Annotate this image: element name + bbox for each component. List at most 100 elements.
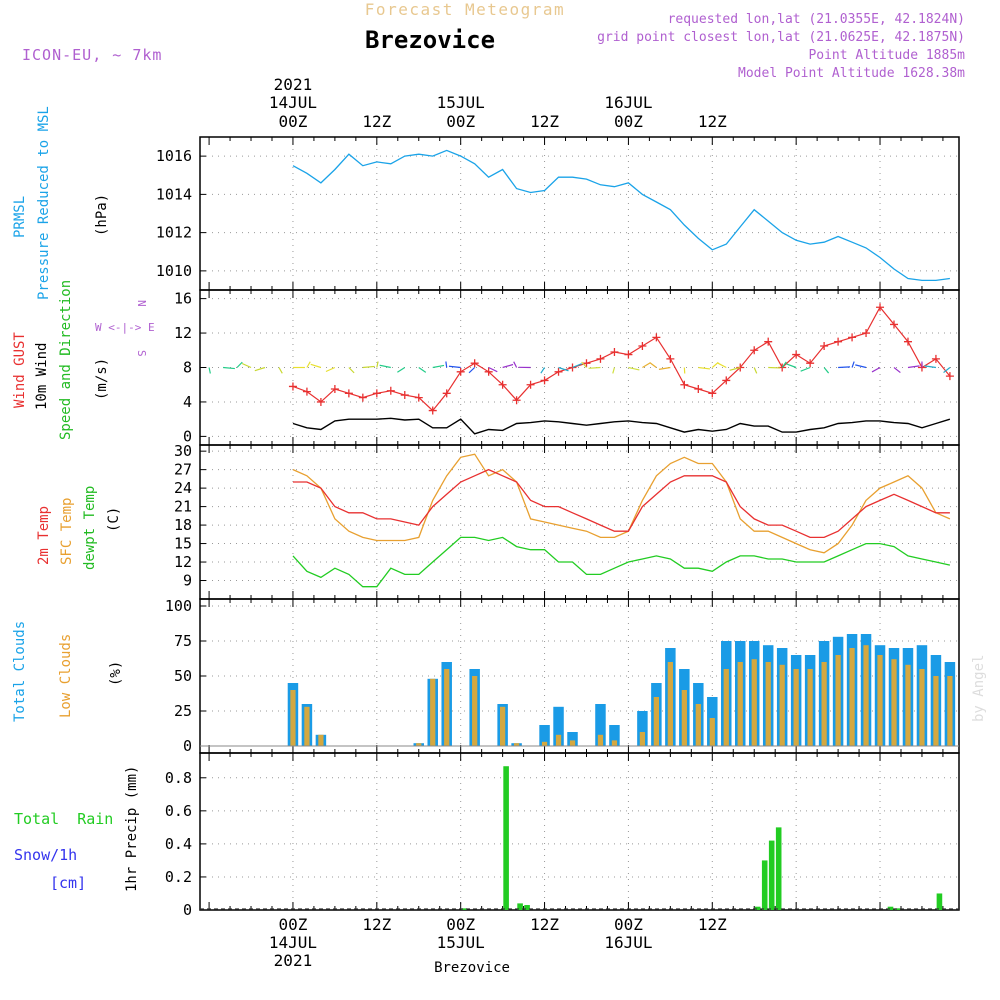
panel2-labels: Wind GUST 10m Wind Speed and Direction (… [12, 280, 155, 440]
gust-marker [694, 385, 703, 394]
y-tick-label: 0.2 [165, 868, 192, 886]
wind-direction-arrow [893, 367, 901, 374]
rain-bar [936, 893, 943, 910]
y-tick-label: 0 [183, 901, 192, 919]
low-cloud-bar [290, 690, 296, 746]
wind-direction-arrow [488, 366, 498, 373]
gust-marker [316, 397, 325, 406]
low-cloud-bar [737, 662, 743, 746]
pressure-line [292, 149, 950, 282]
y-tick-label: 27 [174, 461, 192, 479]
low-cloud-bar [597, 734, 604, 746]
y-tick-label: 1016 [156, 147, 192, 165]
wind-direction-arrow [907, 365, 920, 369]
prmsl-desc-label: Pressure Reduced to MSL [36, 106, 52, 300]
low-cloud-bar [723, 669, 729, 746]
gust-marker [428, 406, 437, 415]
y-tick-label: 16 [174, 290, 192, 308]
low-cloud-bar [765, 662, 771, 746]
gust-marker [652, 333, 661, 342]
low-cloud-bar [835, 655, 841, 746]
rain-bar [894, 908, 901, 910]
wind-direction-arrow [348, 367, 355, 374]
wind-direction-arrow [379, 364, 391, 369]
wind-direction-arrow [649, 362, 657, 368]
gust-marker [722, 376, 731, 385]
top-time-label: 16JUL [604, 93, 652, 112]
gust-marker [931, 354, 940, 363]
gust-label: Wind GUST [12, 332, 28, 408]
low-cloud-bar [919, 669, 925, 746]
bottom-time-label: 14JUL [269, 933, 317, 952]
total-cloud-bar [609, 725, 620, 746]
low-cloud-bar [849, 648, 855, 746]
gust-marker [792, 350, 801, 359]
meteogram-subtitle: Forecast Meteogram [365, 0, 565, 19]
rain-label: Total Rain [14, 810, 113, 828]
y-tick-label: 8 [183, 359, 192, 377]
wind-direction-arrow [924, 365, 937, 369]
bottom-time-label: 00Z [614, 915, 643, 934]
low-cloud-bar [416, 743, 422, 746]
gust-marker [470, 359, 479, 368]
y-tick-label: 15 [174, 535, 192, 553]
gust-marker [302, 387, 311, 396]
wind-direction-arrow [588, 366, 601, 369]
y-tick-label: 25 [174, 702, 192, 720]
low-cloud-bar [500, 706, 506, 746]
low-cloud-bar [863, 645, 869, 746]
gust-marker [372, 389, 381, 398]
wind-direction-arrow [236, 361, 243, 368]
low-cloud-bar [751, 659, 757, 746]
pressure-panel: 1010 1012 1014 1016 [156, 136, 960, 291]
low-cloud-bar [318, 734, 324, 746]
gust-marker [386, 386, 395, 395]
wind-direction-arrow [855, 364, 867, 369]
wind-direction-arrow [800, 366, 811, 372]
wind-direction-arrow [325, 366, 336, 373]
gust-marker [344, 389, 353, 398]
y-tick-label: 1012 [156, 224, 192, 242]
y-tick-label: 50 [174, 667, 192, 685]
compass-n: N [135, 300, 148, 307]
total-cloud-bar [539, 725, 550, 746]
wind-direction-arrow [838, 366, 851, 369]
dew-label: dewpt Temp [82, 486, 98, 570]
clouds-unit: (%) [108, 661, 124, 686]
gust-line [292, 306, 951, 412]
low-cloud-bar [569, 740, 576, 746]
footer-location: Brezovice [434, 960, 510, 976]
gust-marker [512, 396, 521, 405]
rain-bar [761, 860, 768, 910]
gust-marker [903, 337, 912, 346]
wind-direction-arrow [628, 366, 640, 371]
low-cloud-bar [611, 740, 618, 746]
panel-frame [199, 598, 960, 754]
gust-marker [484, 367, 493, 376]
gust-marker [708, 389, 717, 398]
y-tick-label: 1014 [156, 185, 192, 203]
gust-marker [764, 337, 773, 346]
wind-direction-arrow [432, 364, 445, 369]
wind-direction-arrow [786, 363, 797, 369]
y-tick-label: 9 [183, 572, 192, 590]
gust-marker [442, 389, 451, 398]
wind-direction-arrow [851, 361, 855, 368]
wind-direction-arrow [943, 367, 951, 374]
wind-direction-arrow [241, 362, 252, 369]
top-time-label: 14JUL [269, 93, 317, 112]
gust-marker [890, 320, 899, 329]
gust-marker [736, 363, 745, 372]
wind-direction-arrow [823, 367, 830, 374]
wind-direction-arrow [729, 366, 741, 371]
y-tick-label: 30 [174, 442, 192, 460]
wind-direction-arrow [581, 361, 587, 368]
low-cloud-bar [793, 669, 799, 746]
wind-direction-arrow [612, 367, 616, 374]
rain-bar [768, 840, 775, 910]
model-altitude: Model Point Altitude 1628.38m [738, 66, 965, 81]
bottom-time-label: 12Z [698, 915, 727, 934]
rain-bar [775, 827, 782, 910]
